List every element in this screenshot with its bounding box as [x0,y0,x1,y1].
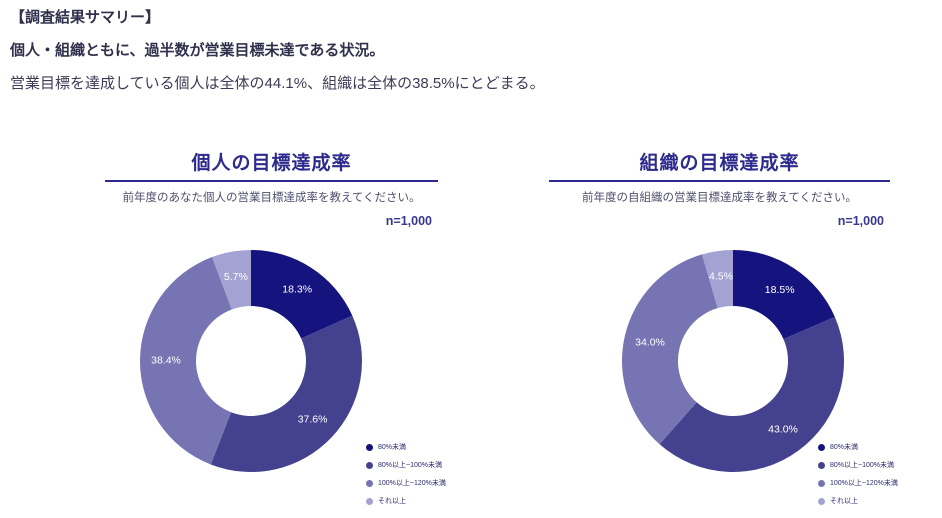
donut-segment [139,257,232,465]
chart-card-individual: 個人の目標達成率 前年度のあなた個人の営業目標達成率を教えてください。 n=1,… [105,148,438,228]
legend-organization: 80%未満 80%以上~100%未満 100%以上~120%未満 それ以上 [818,442,898,514]
donut-chart-individual: 18.3% 37.6% 38.4% 5.7% [139,250,363,472]
sample-size-organization: n=1,000 [837,214,884,228]
legend-dot [366,443,373,451]
chart-title-individual: 個人の目標達成率 [105,148,438,182]
summary-header: 【調査結果サマリー】 個人・組織ともに、過半数が営業目標未達である状況。 営業目… [10,6,770,105]
legend-dot [366,497,373,505]
legend-label: 80%以上~100%未満 [378,462,443,469]
legend-item: 100%以上~120%未満 [818,478,898,488]
legend-item: 80%未満 [818,442,898,452]
legend-item: それ以上 [818,496,898,506]
slice-label: 5.7% [224,271,248,283]
legend-item: それ以上 [366,496,446,506]
legend-label: 80%以上~100%未満 [830,462,895,469]
summary-detail: 営業目標を達成している個人は全体の44.1%、組織は全体の38.5%にとどまる。 [10,75,545,92]
legend-item: 80%以上~100%未満 [818,460,898,470]
slice-label: 34.0% [635,336,665,348]
slice-label: 18.3% [282,283,312,295]
legend-item: 100%以上~120%未満 [366,478,446,488]
legend-label: 80%未満 [830,444,859,451]
donut-segment [702,250,733,309]
legend-label: 80%未満 [378,444,407,451]
chart-title-organization: 組織の目標達成率 [549,148,890,182]
donut-segment [251,250,353,339]
legend-dot [818,497,825,505]
legend-dot [818,443,825,451]
sample-size-individual: n=1,000 [385,214,432,228]
donut-segment [212,250,251,310]
donut-segment [622,254,718,445]
slice-label: 18.5% [765,284,795,296]
legend-item: 80%未満 [366,442,446,452]
donut-segment [210,315,363,472]
donut-segment [733,250,835,340]
legend-label: それ以上 [830,498,858,505]
chart-subtitle-organization: 前年度の自組織の営業目標達成率を教えてください。 [581,192,858,204]
legend-dot [818,461,825,469]
donut-chart-organization: 18.5% 43.0% 34.0% 4.5% [622,250,844,472]
slice-label: 38.4% [151,354,181,366]
legend-label: 100%以上~120%未満 [378,480,446,487]
chart-subtitle-individual: 前年度のあなた個人の営業目標達成率を教えてください。 [122,192,421,204]
legend-dot [818,479,825,487]
slice-label: 37.6% [298,413,328,425]
chart-card-organization: 組織の目標達成率 前年度の自組織の営業目標達成率を教えてください。 n=1,00… [549,148,890,228]
legend-item: 80%以上~100%未満 [366,460,446,470]
summary-highlight: 個人・組織ともに、過半数が営業目標未達である状況。 [10,42,385,59]
donut-segment [659,316,844,472]
legend-label: それ以上 [378,498,406,505]
legend-dot [366,461,373,469]
slice-label: 4.5% [709,271,733,283]
slice-label: 43.0% [768,424,798,436]
summary-title: 【調査結果サマリー】 [10,9,161,26]
legend-individual: 80%未満 80%以上~100%未満 100%以上~120%未満 それ以上 [366,442,446,514]
legend-dot [366,479,373,487]
legend-label: 100%以上~120%未満 [830,480,898,487]
